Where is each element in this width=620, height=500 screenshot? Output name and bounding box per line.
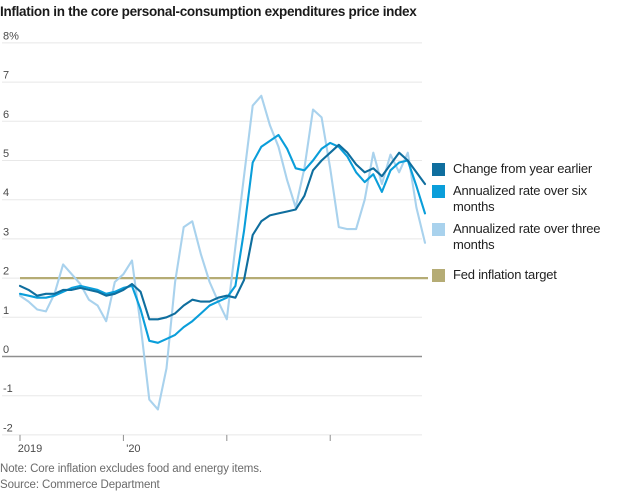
y-axis-label: 1: [3, 305, 9, 317]
y-axis-label: 8%: [3, 30, 19, 42]
series-line-change-from-year-earlier: [18, 143, 427, 321]
chart-footnotes: Note: Core inflation excludes food and e…: [0, 461, 440, 493]
y-axis-label: -2: [3, 422, 13, 434]
y-axis-label: 0: [3, 344, 9, 356]
y-axis-label: 7: [3, 70, 9, 82]
chart-legend: Change from year earlier Annualized rate…: [432, 161, 620, 289]
legend-swatch-light-blue: [432, 223, 445, 236]
legend-label: Change from year earlier: [453, 161, 592, 176]
y-axis-label: 3: [3, 226, 9, 238]
legend-item-three-month-rate: Annualized rate over three months: [432, 221, 620, 253]
chart-note: Note: Core inflation excludes food and e…: [0, 463, 263, 475]
x-axis-label: '20: [126, 443, 140, 455]
legend-swatch-medium-blue: [432, 185, 445, 198]
y-axis-label: -1: [3, 383, 13, 395]
legend-label: Annualized rate over three months: [453, 221, 601, 252]
legend-label: Annualized rate over six months: [453, 183, 587, 214]
legend-item-six-month-rate: Annualized rate over six months: [432, 183, 620, 215]
chart-title: Inflation in the core personal-consumpti…: [0, 4, 417, 19]
chart-source: Source: Commerce Department: [0, 479, 160, 491]
y-axis-label: 5: [3, 148, 9, 160]
x-axis-label: 2019: [18, 443, 42, 455]
series-line-annualized-rate-over-six-months: [18, 133, 427, 344]
y-axis-label: 2: [3, 266, 9, 278]
legend-item-change-from-year-earlier: Change from year earlier: [432, 161, 620, 177]
legend-item-fed-inflation-target: Fed inflation target: [432, 267, 620, 283]
legend-swatch-olive: [432, 269, 445, 282]
y-axis-label: 6: [3, 109, 9, 121]
series-line-annualized-rate-over-three-months: [18, 94, 427, 411]
legend-swatch-dark-blue: [432, 163, 445, 176]
y-axis-label: 4: [3, 187, 9, 199]
legend-label: Fed inflation target: [453, 267, 557, 282]
